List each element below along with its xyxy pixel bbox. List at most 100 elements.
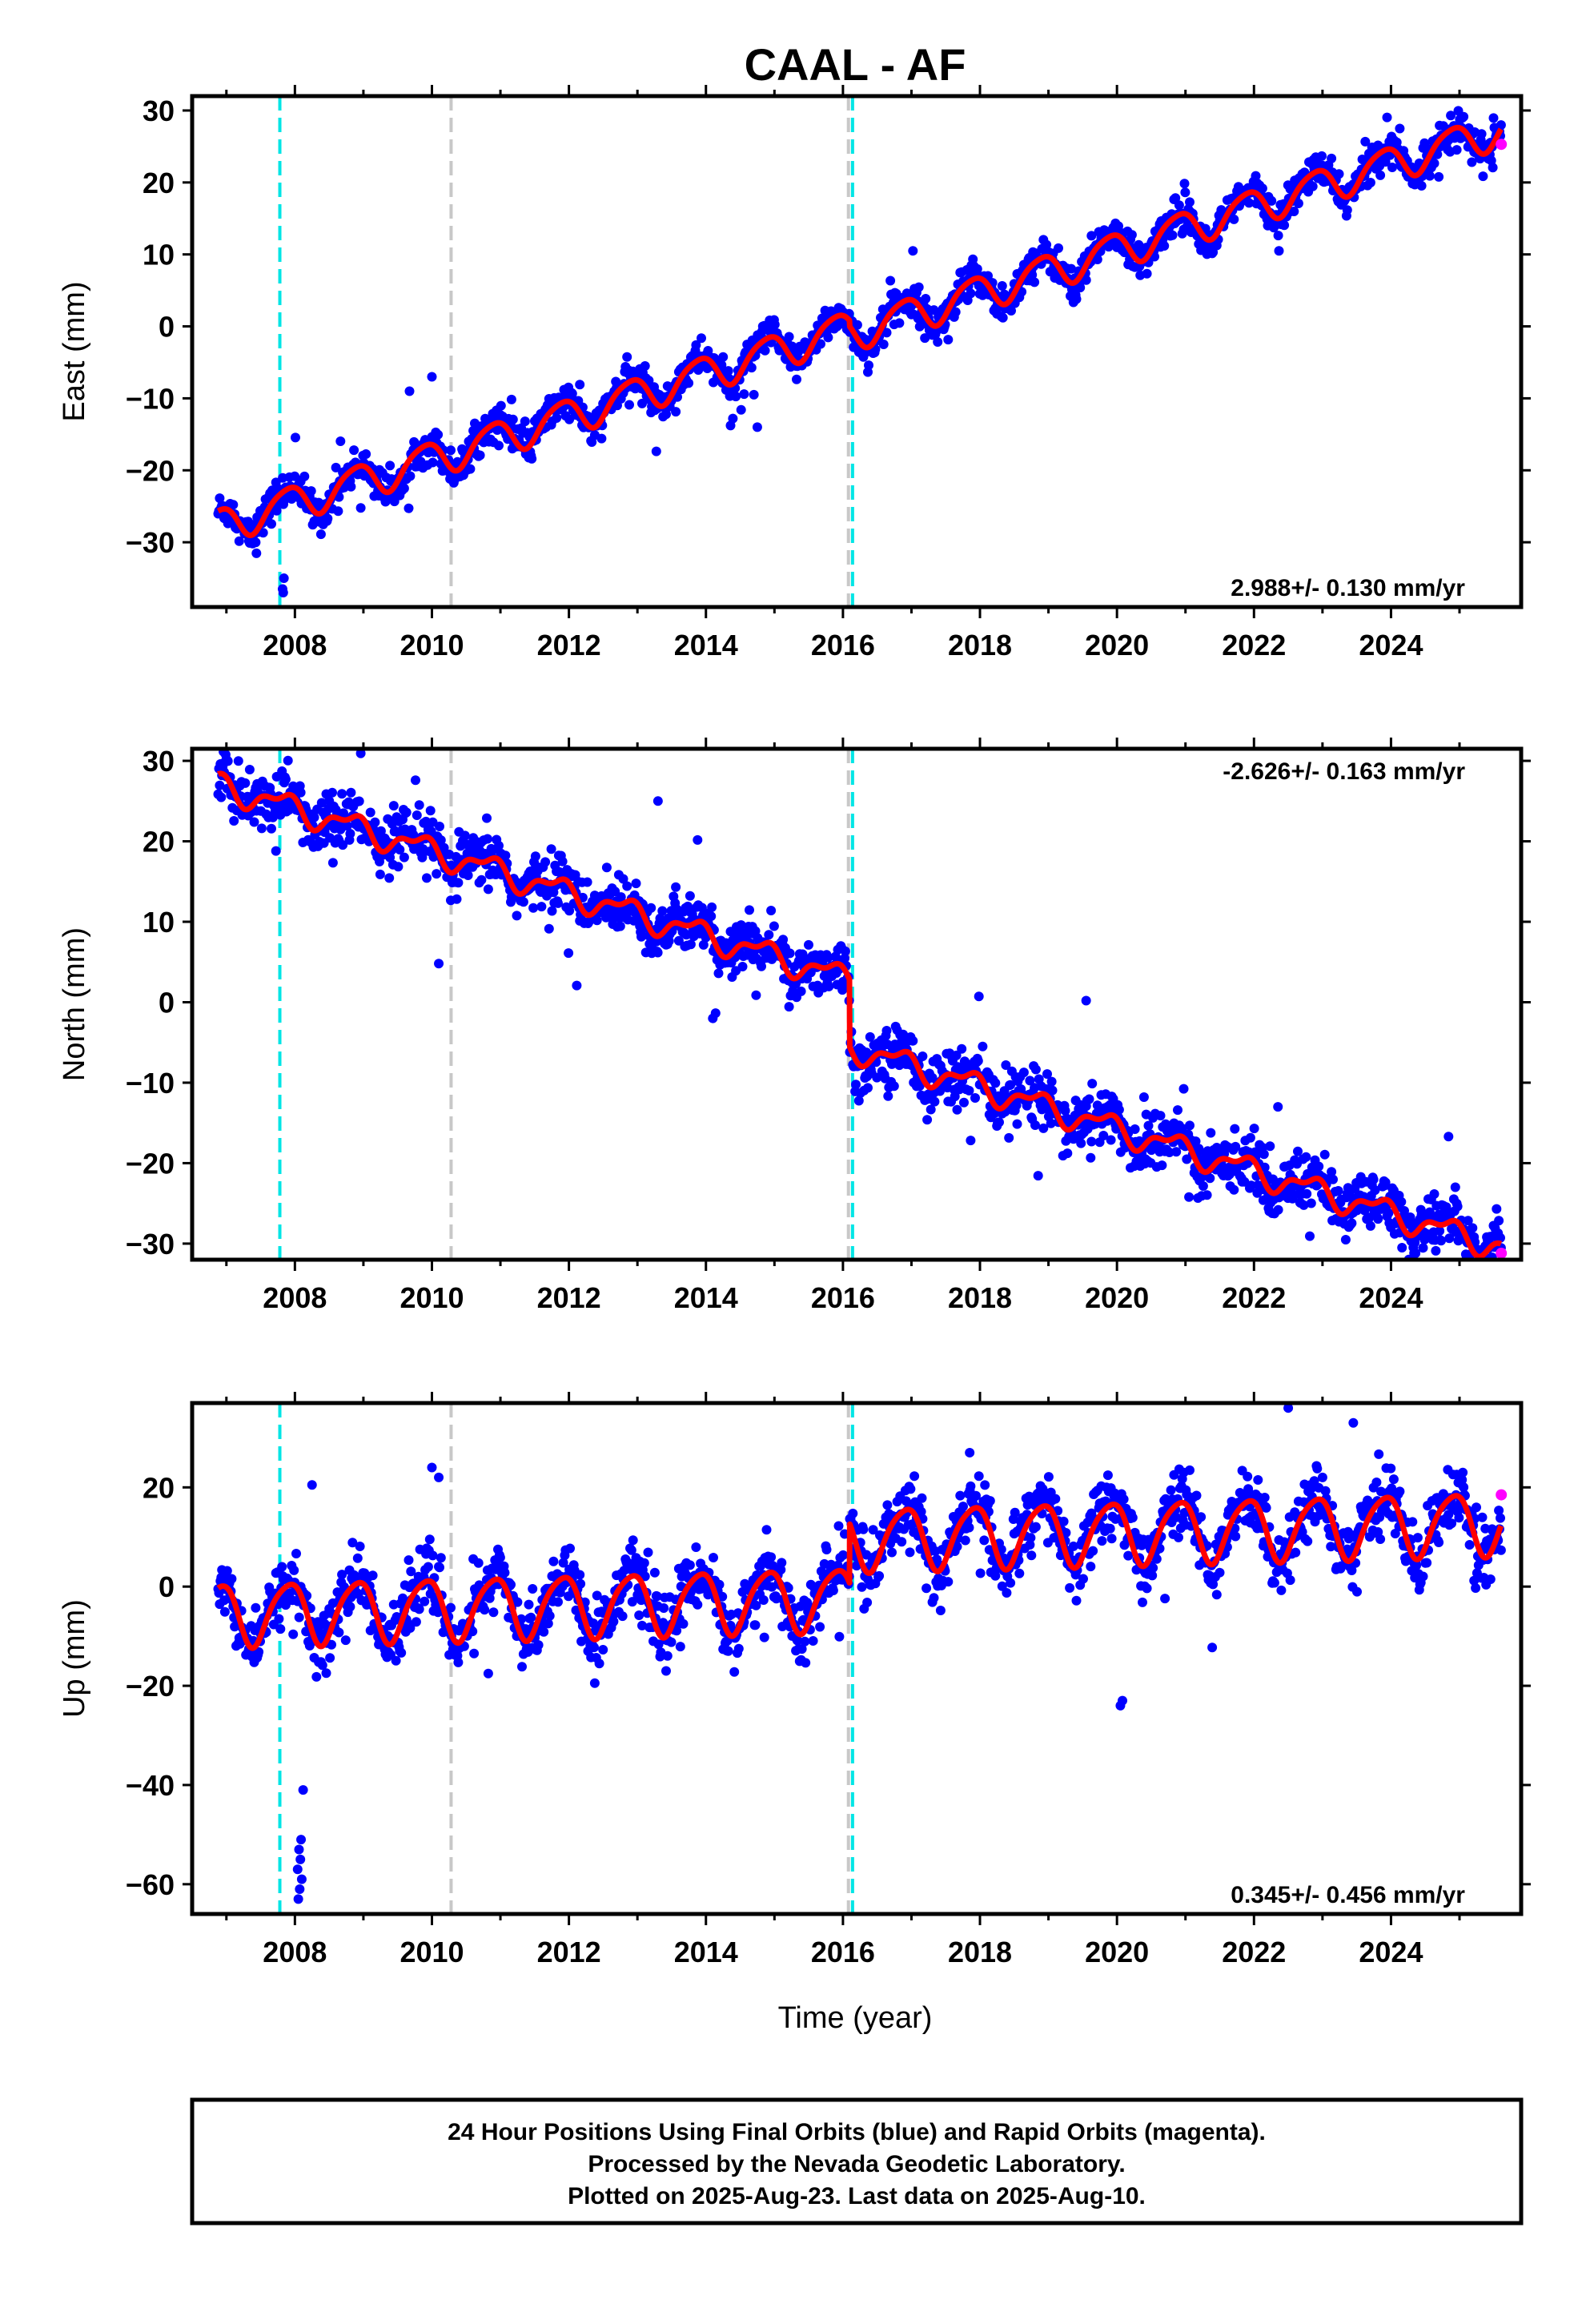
observation-point [1071, 294, 1082, 304]
observation-point [1375, 170, 1386, 180]
observation-point [411, 775, 420, 786]
outlier-point [749, 389, 759, 400]
x-tick-label-east: 2018 [948, 629, 1012, 661]
observation-point [527, 453, 537, 464]
observation-point [452, 894, 462, 904]
observation-point [1257, 183, 1267, 194]
observation-point [966, 288, 976, 299]
observation-point [998, 312, 1008, 323]
observation-point [1207, 1642, 1218, 1653]
observation-point [327, 858, 338, 868]
observation-point [1130, 1124, 1140, 1134]
observation-point [346, 787, 356, 798]
observation-point [288, 1629, 299, 1639]
observation-point [345, 1602, 355, 1612]
observation-point [1342, 205, 1352, 215]
observation-point [512, 911, 522, 921]
observation-point [1102, 1470, 1113, 1481]
observation-point [917, 1493, 927, 1503]
observation-point [634, 1610, 644, 1620]
observation-point [955, 1490, 966, 1501]
observation-point [994, 1117, 1004, 1128]
observation-point [1274, 246, 1284, 256]
observation-point [858, 1524, 869, 1534]
observation-point [229, 816, 239, 826]
observation-point [1373, 1214, 1383, 1224]
observation-point [494, 440, 504, 451]
observation-point [693, 834, 703, 845]
observation-point [824, 981, 834, 991]
observation-point [761, 1525, 772, 1535]
observation-point [553, 1597, 563, 1607]
observation-point [1306, 1198, 1316, 1208]
x-tick-label-north: 2016 [811, 1281, 875, 1314]
observation-point [1173, 1105, 1182, 1116]
observation-point [851, 1080, 861, 1090]
observation-point [436, 1553, 446, 1563]
observation-point [321, 1668, 331, 1679]
observation-point [1459, 111, 1469, 122]
observation-point [492, 425, 503, 435]
observation-point [1211, 1590, 1222, 1600]
observation-point [1307, 181, 1318, 191]
observation-point [649, 1567, 660, 1578]
observation-point [267, 519, 276, 529]
observation-point [1071, 1595, 1082, 1606]
observation-point [834, 1631, 845, 1642]
observation-point [1305, 1231, 1315, 1241]
observation-point [930, 1096, 940, 1107]
y-tick-label-north: 0 [159, 986, 175, 1019]
observation-point [678, 1618, 689, 1629]
observation-point [1253, 1475, 1263, 1485]
observation-point [1179, 179, 1190, 189]
observation-point [349, 445, 359, 456]
observation-point [1418, 1243, 1428, 1253]
observation-point [540, 857, 551, 867]
observation-point [1259, 1149, 1269, 1160]
observation-point [536, 902, 547, 912]
observation-point [889, 1081, 899, 1092]
observation-point [622, 352, 632, 362]
observation-point [905, 1547, 915, 1558]
observation-point [1273, 1204, 1283, 1215]
observation-point [1475, 1281, 1484, 1290]
plot-area-up [213, 1403, 1508, 1914]
observation-point [865, 1031, 875, 1042]
observation-point [671, 407, 681, 417]
observation-point [453, 878, 464, 888]
observation-point [488, 1607, 499, 1618]
x-tick-label-east: 2024 [1359, 629, 1423, 661]
observation-point [964, 1522, 974, 1533]
observation-point [1196, 1512, 1207, 1522]
observation-point [733, 1643, 744, 1654]
plot-area-north [213, 749, 1508, 1290]
observation-point [1012, 1119, 1022, 1129]
observation-point [311, 1671, 322, 1682]
observation-point [760, 345, 770, 356]
observation-point [315, 529, 326, 540]
observation-point [384, 873, 395, 883]
observation-point [978, 1041, 988, 1051]
x-tick-label-north: 2012 [537, 1281, 601, 1314]
observation-point [331, 462, 341, 472]
observation-point [908, 246, 918, 256]
x-tick-label-east: 2012 [537, 629, 601, 661]
observation-point [277, 1562, 287, 1572]
observation-point [256, 823, 267, 834]
observation-point [414, 800, 424, 810]
observation-point [575, 1570, 585, 1580]
observation-point [601, 862, 612, 873]
outlier-point [752, 422, 762, 432]
observation-point [280, 774, 291, 785]
observation-point [526, 1612, 536, 1622]
observation-point [661, 409, 671, 420]
rapid-orbit-point-east [1496, 139, 1508, 151]
observation-point [1230, 1124, 1240, 1134]
observation-point [294, 1612, 304, 1622]
observation-point [337, 789, 347, 799]
observation-point [863, 1083, 873, 1093]
observation-point [1494, 1216, 1504, 1226]
observation-point [921, 294, 931, 304]
observation-point [1365, 178, 1375, 187]
x-tick-label-north: 2018 [948, 1281, 1012, 1314]
